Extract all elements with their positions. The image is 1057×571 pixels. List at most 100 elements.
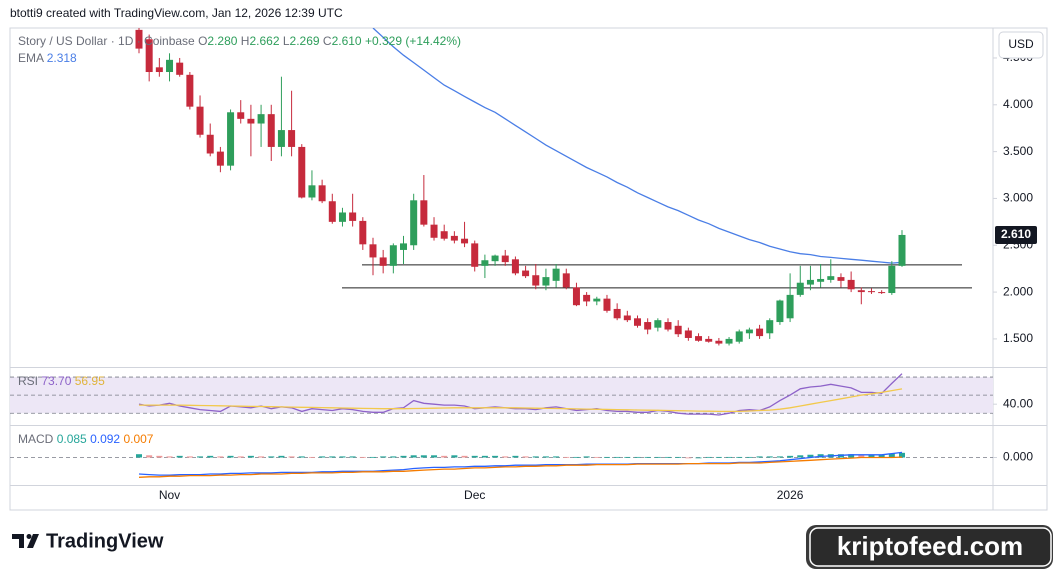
histogram-bar [258, 456, 265, 458]
candle-body [552, 268, 560, 281]
candle-body [206, 134, 214, 154]
histogram-bar [146, 455, 153, 458]
x-tick-label: 2026 [777, 488, 804, 502]
histogram-bar [156, 455, 163, 458]
histogram-bar [390, 456, 397, 458]
candle-body [481, 260, 489, 266]
candle-body [837, 277, 845, 281]
candle-body [593, 298, 601, 302]
y-tick-label: 3.000 [1003, 191, 1033, 205]
candle-body [227, 112, 235, 166]
histogram-bar [603, 456, 610, 458]
candle-body [878, 292, 886, 294]
histogram-bar [553, 456, 560, 458]
candle-body [867, 291, 875, 293]
candle-body [674, 325, 682, 335]
rsi-legend: RSI 73.70 56.95 [18, 374, 105, 388]
histogram-bar [176, 455, 183, 458]
candle-body [613, 308, 621, 319]
brand: TradingView [46, 530, 164, 552]
histogram-bar [308, 456, 315, 458]
candle-body [735, 331, 743, 342]
histogram-bar [736, 456, 743, 458]
histogram-bar [665, 456, 672, 458]
candle-body [623, 315, 631, 321]
candle-body [501, 255, 509, 263]
candle-body [603, 298, 611, 311]
histogram-bar [400, 455, 407, 458]
histogram-bar [522, 456, 529, 458]
plot: 1.5002.0002.5003.0003.5004.0004.5002.610… [10, 28, 1037, 502]
candle-body [644, 322, 652, 330]
candle-body [155, 67, 163, 73]
histogram-bar [197, 456, 204, 458]
histogram-bar [329, 456, 336, 458]
histogram-bar [217, 456, 224, 458]
currency[interactable]: USD [1008, 37, 1034, 51]
histogram-bar [481, 455, 488, 458]
currency-button[interactable] [998, 31, 1044, 59]
histogram-bar [593, 456, 600, 458]
series-line [138, 373, 903, 416]
candle-body [715, 340, 723, 344]
last-price-tag [995, 225, 1037, 244]
header: btotti9 created with TradingView.com, Ja… [10, 6, 343, 20]
histogram-bar [583, 456, 590, 458]
candle-body [410, 200, 418, 246]
candle-body [522, 270, 530, 277]
candle-body [695, 336, 703, 341]
candle-body [817, 278, 825, 282]
tradingview-logo [12, 534, 39, 548]
candle-body [328, 201, 336, 222]
candle-body [827, 276, 835, 280]
candle-body [450, 235, 458, 241]
histogram-bar [207, 455, 214, 458]
candle-body [756, 328, 764, 337]
histogram-bar [369, 456, 376, 458]
histogram-bar [614, 456, 621, 458]
histogram-bar [797, 455, 804, 458]
histogram-bar [136, 454, 142, 458]
candle-body [654, 320, 662, 328]
candle-body [898, 234, 906, 266]
candle-body [135, 29, 143, 49]
histogram-bar [471, 455, 478, 458]
histogram-bar [868, 454, 875, 458]
histogram-bar [573, 456, 580, 458]
candle-body [471, 243, 479, 267]
candle-body [430, 224, 438, 238]
price-legend: Story / US Dollar · 1D · Coinbase O2.280… [18, 34, 461, 48]
candle-body [776, 300, 784, 323]
histogram-bar [410, 455, 417, 458]
candle-body [440, 231, 448, 239]
price-pane [135, 28, 972, 346]
candle-body [461, 238, 469, 244]
x-tick-label: Nov [159, 488, 180, 502]
candle-body [888, 265, 896, 294]
candle-body [786, 294, 794, 319]
macd-legend: MACD 0.085 0.092 0.007 [18, 432, 154, 446]
series-line [139, 388, 903, 413]
histogram-bar [359, 456, 366, 458]
histogram-bar [695, 457, 702, 459]
candle-body [857, 290, 865, 293]
candle-body [389, 245, 397, 266]
candle-body [196, 106, 204, 135]
histogram-bar [776, 456, 783, 458]
candle-body [725, 338, 733, 344]
histogram-bar [380, 456, 387, 458]
series-line [138, 456, 903, 478]
histogram-bar [624, 456, 631, 458]
histogram-bar [431, 455, 438, 458]
y-tick-label: 4.000 [1003, 97, 1033, 111]
histogram-bar [532, 456, 539, 458]
candle-body [145, 39, 153, 73]
candle-body [542, 277, 550, 286]
candle-body [684, 330, 692, 338]
y-tick-label: 3.500 [1003, 144, 1033, 158]
candle-body [298, 146, 306, 198]
candle-body [705, 338, 713, 342]
histogram-bar [766, 456, 773, 458]
histogram-bar [512, 455, 519, 458]
